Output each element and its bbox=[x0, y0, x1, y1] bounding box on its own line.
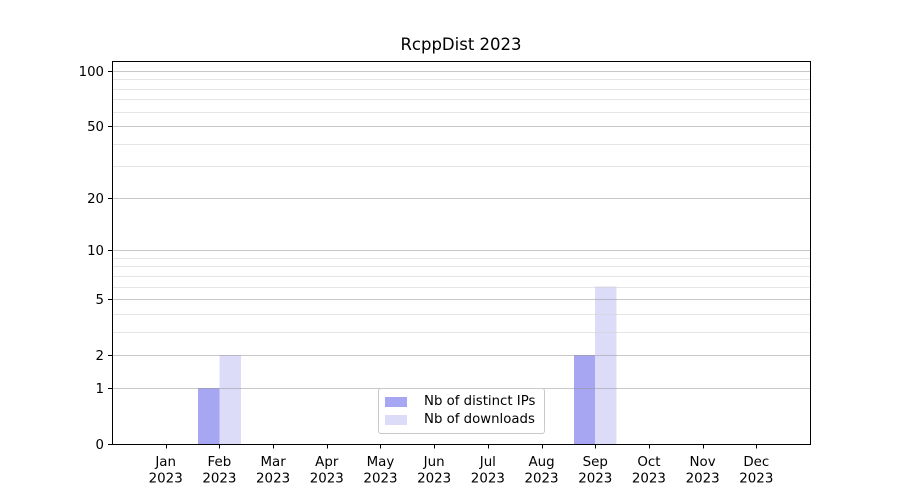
plot-frame bbox=[112, 61, 811, 445]
x-tick-label-year-jun-2023: 2023 bbox=[417, 472, 451, 487]
x-tick-label-year-feb-2023: 2023 bbox=[202, 472, 236, 487]
x-tick-label-year-aug-2023: 2023 bbox=[524, 472, 558, 487]
legend-swatch-distinct-ips-icon bbox=[385, 397, 407, 408]
y-tick-label-1: 1 bbox=[96, 382, 104, 397]
y-minor-gridlines bbox=[112, 79, 810, 333]
y-tick-label-5: 5 bbox=[96, 293, 104, 308]
x-tick-label-month-dec-2023: Dec bbox=[743, 455, 769, 470]
x-tick-label-month-sep-2023: Sep bbox=[583, 455, 608, 470]
legend-swatch-downloads-icon bbox=[385, 414, 407, 425]
y-tick-label-100: 100 bbox=[79, 65, 104, 80]
legend-item-downloads: Nb of downloads bbox=[385, 412, 535, 428]
y-tick-label-20: 20 bbox=[87, 192, 104, 207]
x-tick-label-year-oct-2023: 2023 bbox=[632, 472, 666, 487]
y-tick-label-0: 0 bbox=[96, 438, 104, 453]
x-tick-label-month-may-2023: May bbox=[367, 455, 395, 470]
legend-label-distinct-ips: Nb of distinct IPs bbox=[424, 394, 536, 410]
y-tick-label-50: 50 bbox=[87, 120, 104, 135]
x-tick-label-year-sep-2023: 2023 bbox=[578, 472, 612, 487]
y-tick-label-10: 10 bbox=[87, 244, 104, 259]
x-tick-label-month-aug-2023: Aug bbox=[528, 455, 554, 470]
x-tick-label-year-apr-2023: 2023 bbox=[310, 472, 344, 487]
x-tick-label-month-nov-2023: Nov bbox=[690, 455, 716, 470]
x-tick-label-year-may-2023: 2023 bbox=[363, 472, 397, 487]
bar-nb-of-distinct-ips-feb-2023 bbox=[197, 387, 220, 444]
y-major-gridlines bbox=[112, 71, 810, 389]
bar-nb-of-downloads-sep-2023 bbox=[595, 286, 617, 444]
x-tick-label-year-jan-2023: 2023 bbox=[149, 472, 183, 487]
x-tick-label-month-jun-2023: Jun bbox=[423, 455, 445, 470]
bars bbox=[197, 286, 617, 444]
y-axis: 0 1 2 5 10 20 50 100 bbox=[79, 65, 112, 453]
x-tick-label-month-mar-2023: Mar bbox=[260, 455, 286, 470]
bar-nb-of-distinct-ips-sep-2023 bbox=[573, 355, 596, 444]
legend: Nb of distinct IPs Nb of downloads bbox=[378, 388, 546, 434]
x-tick-label-year-jul-2023: 2023 bbox=[471, 472, 505, 487]
x-axis: Jan 2023 Feb 2023 Mar 2023 Apr 2023 May 2023 Jun 20… bbox=[149, 444, 773, 487]
legend-item-distinct-ips: Nb of distinct IPs bbox=[385, 394, 535, 410]
x-tick-label-month-feb-2023: Feb bbox=[208, 455, 232, 470]
y-tick-label-2: 2 bbox=[96, 349, 104, 364]
x-tick-label-month-oct-2023: Oct bbox=[637, 455, 660, 470]
x-tick-label-month-jan-2023: Jan bbox=[154, 455, 176, 470]
x-tick-label-month-jul-2023: Jul bbox=[479, 455, 496, 470]
chart-title: RcppDist 2023 bbox=[400, 35, 522, 54]
x-tick-label-year-mar-2023: 2023 bbox=[256, 472, 290, 487]
legend-label-downloads: Nb of downloads bbox=[424, 411, 535, 427]
x-tick-label-month-apr-2023: Apr bbox=[315, 455, 339, 470]
x-tick-label-year-dec-2023: 2023 bbox=[739, 472, 773, 487]
x-tick-label-year-nov-2023: 2023 bbox=[686, 472, 720, 487]
bar-nb-of-downloads-feb-2023 bbox=[219, 355, 241, 444]
